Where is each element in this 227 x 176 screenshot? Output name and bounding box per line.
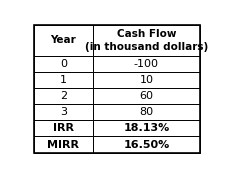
Text: 80: 80 (139, 107, 153, 117)
Bar (92, 120, 199, 136)
Bar (34, 104, 92, 120)
Bar (34, 72, 92, 88)
Text: 1: 1 (59, 75, 67, 85)
Bar (92, 56, 199, 72)
Text: 18.13%: 18.13% (123, 123, 169, 133)
Bar (92, 25, 199, 56)
Bar (92, 136, 199, 153)
Bar (34, 136, 92, 153)
Text: 0: 0 (59, 59, 67, 69)
Bar (34, 25, 92, 56)
Text: IRR: IRR (53, 123, 74, 133)
Text: Year: Year (50, 36, 76, 45)
Text: 10: 10 (139, 75, 153, 85)
Bar (34, 56, 92, 72)
Bar (92, 72, 199, 88)
Bar (34, 88, 92, 104)
Text: MIRR: MIRR (47, 140, 79, 149)
Text: 2: 2 (59, 91, 67, 101)
Text: 16.50%: 16.50% (123, 140, 169, 149)
Text: 60: 60 (139, 91, 153, 101)
Text: 3: 3 (59, 107, 67, 117)
Bar (92, 104, 199, 120)
Text: Cash Flow
(in thousand dollars): Cash Flow (in thousand dollars) (84, 29, 207, 52)
Text: -100: -100 (133, 59, 158, 69)
Bar (92, 88, 199, 104)
Bar (34, 120, 92, 136)
